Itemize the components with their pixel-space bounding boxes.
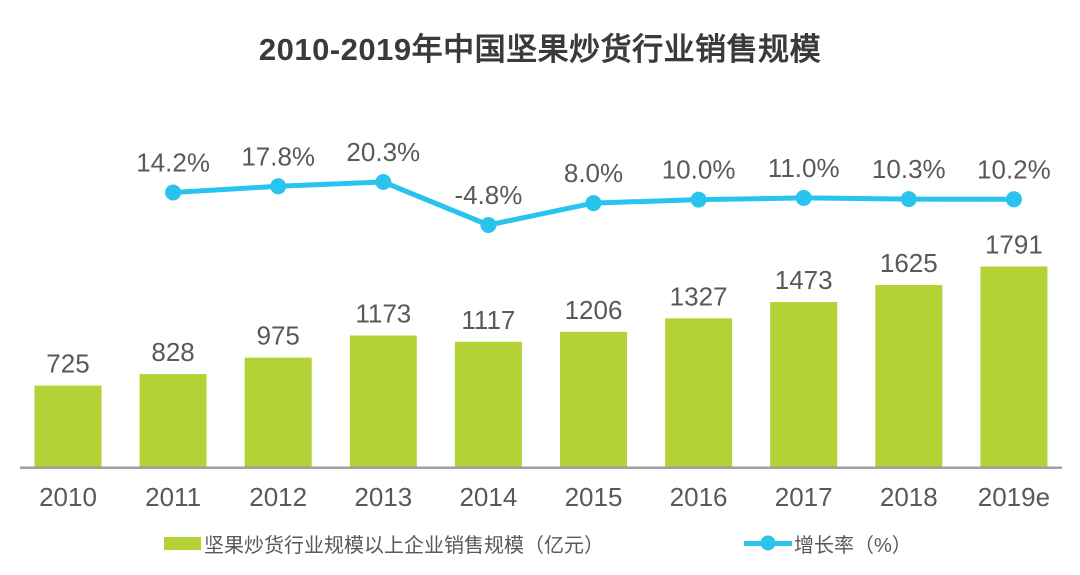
line-series-swatch-icon [744, 535, 792, 551]
growth-value-label-2019e: 10.2% [977, 154, 1051, 184]
growth-value-label-2011: 14.2% [136, 147, 210, 177]
x-tick-label-2014: 2014 [459, 482, 517, 512]
bar-2011 [139, 374, 207, 467]
x-tick-label-2016: 2016 [670, 482, 728, 512]
bar-2017 [770, 302, 838, 467]
bar-value-label-2017: 1473 [775, 265, 833, 295]
bar-value-label-2018: 1625 [880, 248, 938, 278]
growth-point-2018 [900, 191, 917, 208]
growth-value-label-2012: 17.8% [241, 141, 315, 171]
x-tick-label-2010: 2010 [39, 482, 97, 512]
growth-value-label-2016: 10.0% [662, 155, 736, 185]
bar-series-swatch-icon [164, 536, 201, 550]
bar-value-label-2015: 1206 [565, 295, 623, 325]
bar-2015 [560, 331, 627, 467]
growth-point-2012 [270, 178, 287, 195]
bar-value-label-2019e: 1791 [985, 230, 1043, 260]
line-series-legend-label: 增长率（%） [794, 534, 912, 557]
bar-value-label-2013: 1173 [355, 299, 411, 329]
bar-value-label-2012: 975 [257, 321, 300, 351]
combo-chart-canvas: 725 2010 828 2011 975 2012 1173 2013 1117 2014 120… [20, 137, 1062, 512]
growth-point-2014 [480, 216, 497, 233]
bar-2016 [665, 318, 733, 467]
x-tick-label-2012: 2012 [249, 482, 307, 512]
bar-value-label-2016: 1327 [670, 281, 728, 311]
bar-value-label-2011: 828 [151, 337, 194, 367]
x-tick-label-2015: 2015 [565, 482, 623, 512]
x-tick-label-2017: 2017 [775, 482, 833, 512]
x-tick-label-2011: 2011 [145, 482, 201, 512]
growth-point-2011 [165, 184, 182, 201]
growth-value-label-2013: 20.3% [346, 137, 420, 167]
bar-2012 [244, 357, 312, 467]
x-tick-label-2013: 2013 [354, 482, 412, 512]
growth-point-2017 [795, 189, 812, 206]
growth-value-label-2015: 8.0% [564, 158, 623, 188]
x-tick-label-2018: 2018 [880, 482, 938, 512]
bar-value-label-2010: 725 [46, 349, 89, 379]
legend-item-line-series: 增长率（%） [744, 531, 912, 557]
bar-2018 [875, 285, 943, 467]
line-series-dot-icon [760, 535, 776, 551]
growth-value-label-2017: 11.0% [768, 153, 840, 183]
growth-point-2019e [1005, 191, 1022, 208]
bar-2019e [980, 266, 1048, 467]
x-axis-line [20, 466, 1062, 469]
bar-series-legend-label: 坚果炒货行业规模以上企业销售规模（亿元） [204, 534, 604, 557]
growth-point-2015 [585, 195, 602, 212]
x-tick-label-2019e: 2019e [978, 482, 1050, 512]
growth-point-2016 [690, 191, 707, 208]
legend-item-bar-series: 坚果炒货行业规模以上企业销售规模（亿元） [164, 531, 604, 557]
bar-value-label-2014: 1117 [461, 305, 515, 335]
bar-2010 [34, 385, 102, 467]
bar-2013 [349, 335, 417, 467]
growth-point-2013 [375, 174, 392, 190]
growth-value-label-2014: -4.8% [454, 180, 522, 210]
growth-value-label-2018: 10.3% [872, 154, 946, 184]
bar-2014 [454, 341, 522, 467]
chart-title: 2010-2019年中国坚果炒货行业销售规模 [258, 32, 822, 67]
